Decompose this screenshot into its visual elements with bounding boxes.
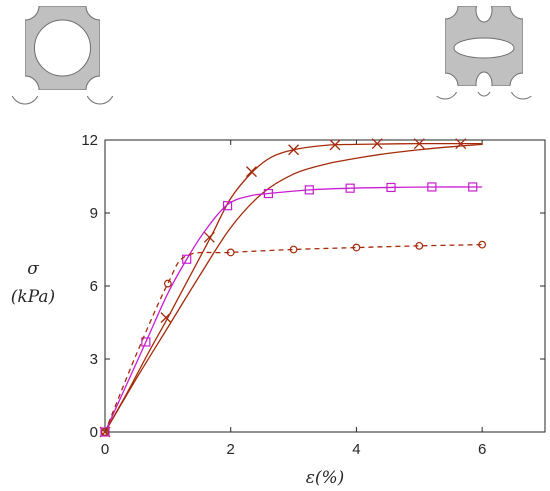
data-point-circle: [478, 240, 487, 249]
data-point-circle: [415, 241, 424, 250]
series-line: [104, 142, 483, 433]
series-3: [100, 182, 483, 437]
data-point-cross: [288, 144, 300, 156]
data-point-square: [100, 427, 110, 437]
data-point-circle: [101, 428, 109, 436]
data-point-cross: [245, 166, 257, 178]
y-tick-label: 9: [90, 205, 98, 222]
data-point-square: [182, 254, 192, 264]
y-tick-label: 3: [90, 351, 98, 368]
data-point-square: [345, 183, 355, 193]
data-point-circle: [163, 279, 172, 288]
data-point-cross: [413, 138, 425, 150]
series-group: [99, 138, 487, 438]
data-point-cross: [371, 138, 383, 150]
data-point-square: [263, 188, 274, 199]
series-2: [104, 143, 483, 433]
data-point-square: [427, 182, 437, 192]
data-point-circle: [226, 248, 235, 257]
x-tick-label: 2: [227, 441, 235, 458]
data-point-circle: [352, 243, 361, 252]
data-point-square: [386, 182, 396, 193]
x-tick-label: 6: [478, 441, 486, 458]
series-4: [101, 240, 487, 436]
y-tick-label: 0: [90, 424, 98, 441]
x-tick-label: 0: [101, 441, 109, 458]
series-line: [104, 186, 483, 433]
series-1: [99, 138, 483, 438]
series-line: [104, 143, 483, 433]
data-point-cross: [160, 312, 172, 324]
data-point-square: [468, 182, 478, 192]
data-point-cross: [455, 138, 467, 150]
data-point-square: [222, 201, 233, 211]
x-tick-label: 4: [352, 441, 360, 458]
data-point-square: [304, 185, 314, 195]
y-tick-label: 6: [90, 278, 98, 295]
y-axis-label-symbol: σ: [27, 259, 39, 279]
lattice-icon-circular-pores: [10, 0, 120, 105]
x-axis-label: ε(%): [306, 468, 345, 488]
y-axis-label-unit: (kPa): [11, 287, 55, 307]
data-point-square: [141, 337, 151, 347]
axes: 0 2 4 6 0 3 6 9 12: [81, 132, 546, 458]
data-point-cross: [329, 139, 341, 151]
y-tick-label: 12: [81, 132, 98, 149]
data-point-cross: [203, 231, 215, 243]
lattice-icon-deformed-pores: [430, 0, 540, 100]
data-point-circle: [289, 245, 298, 254]
